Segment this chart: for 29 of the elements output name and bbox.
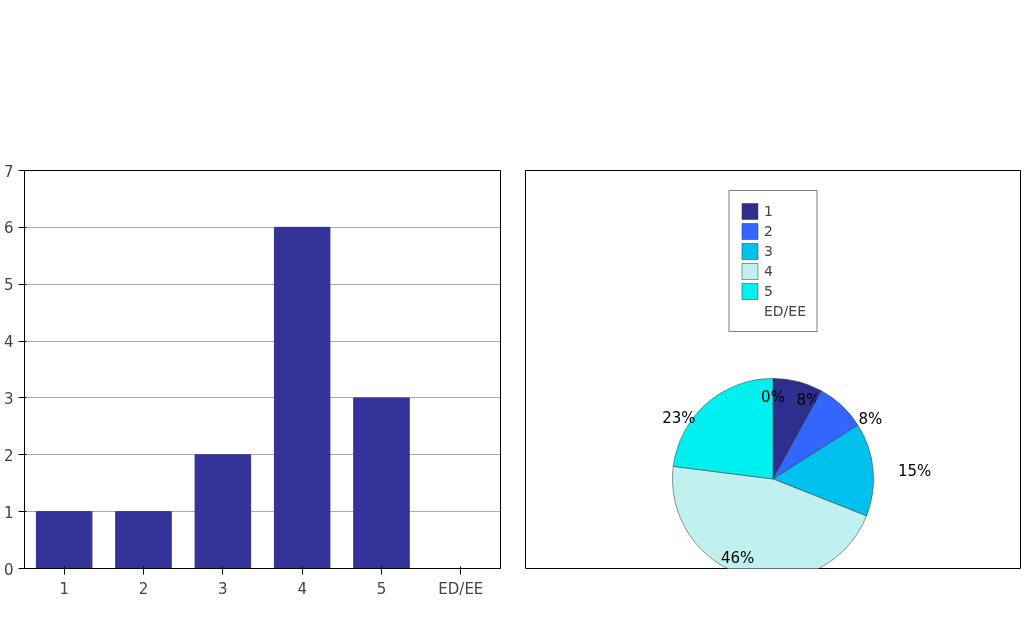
bar <box>115 511 172 569</box>
category-label: ED/EE <box>763 303 807 319</box>
x-tick-label: ED/EE <box>438 579 484 598</box>
legend-label: 1 <box>763 203 774 219</box>
x-tick-label: 2 <box>138 579 149 598</box>
y-tick-label: 7 <box>3 162 14 181</box>
x-tick-label: 1 <box>59 579 69 598</box>
legend-label: 2 <box>763 223 774 239</box>
x-tick-label: 4 <box>297 579 307 598</box>
y-tick-label: 2 <box>3 446 14 465</box>
data-label: 8% <box>858 410 883 429</box>
y-tick-label: 0 <box>3 560 14 579</box>
y-tick-label: 6 <box>3 219 14 238</box>
bar <box>273 226 331 569</box>
bar <box>35 511 93 569</box>
x-tick-label: 5 <box>376 579 387 598</box>
bar <box>194 454 252 569</box>
x-tick-label: 3 <box>218 579 228 598</box>
legend-label: 4 <box>763 263 774 279</box>
y-tick-label: 4 <box>3 333 14 352</box>
data-label: 15% <box>898 462 932 481</box>
y-tick-label: 1 <box>3 503 14 522</box>
bar <box>353 397 410 569</box>
legend-label: 5 <box>763 283 774 299</box>
data-label: 46% <box>720 548 755 567</box>
y-tick-label: 5 <box>3 276 14 295</box>
data-label: 23% <box>662 408 696 427</box>
legend-label: 3 <box>763 243 774 259</box>
y-tick-label: 3 <box>3 389 14 408</box>
